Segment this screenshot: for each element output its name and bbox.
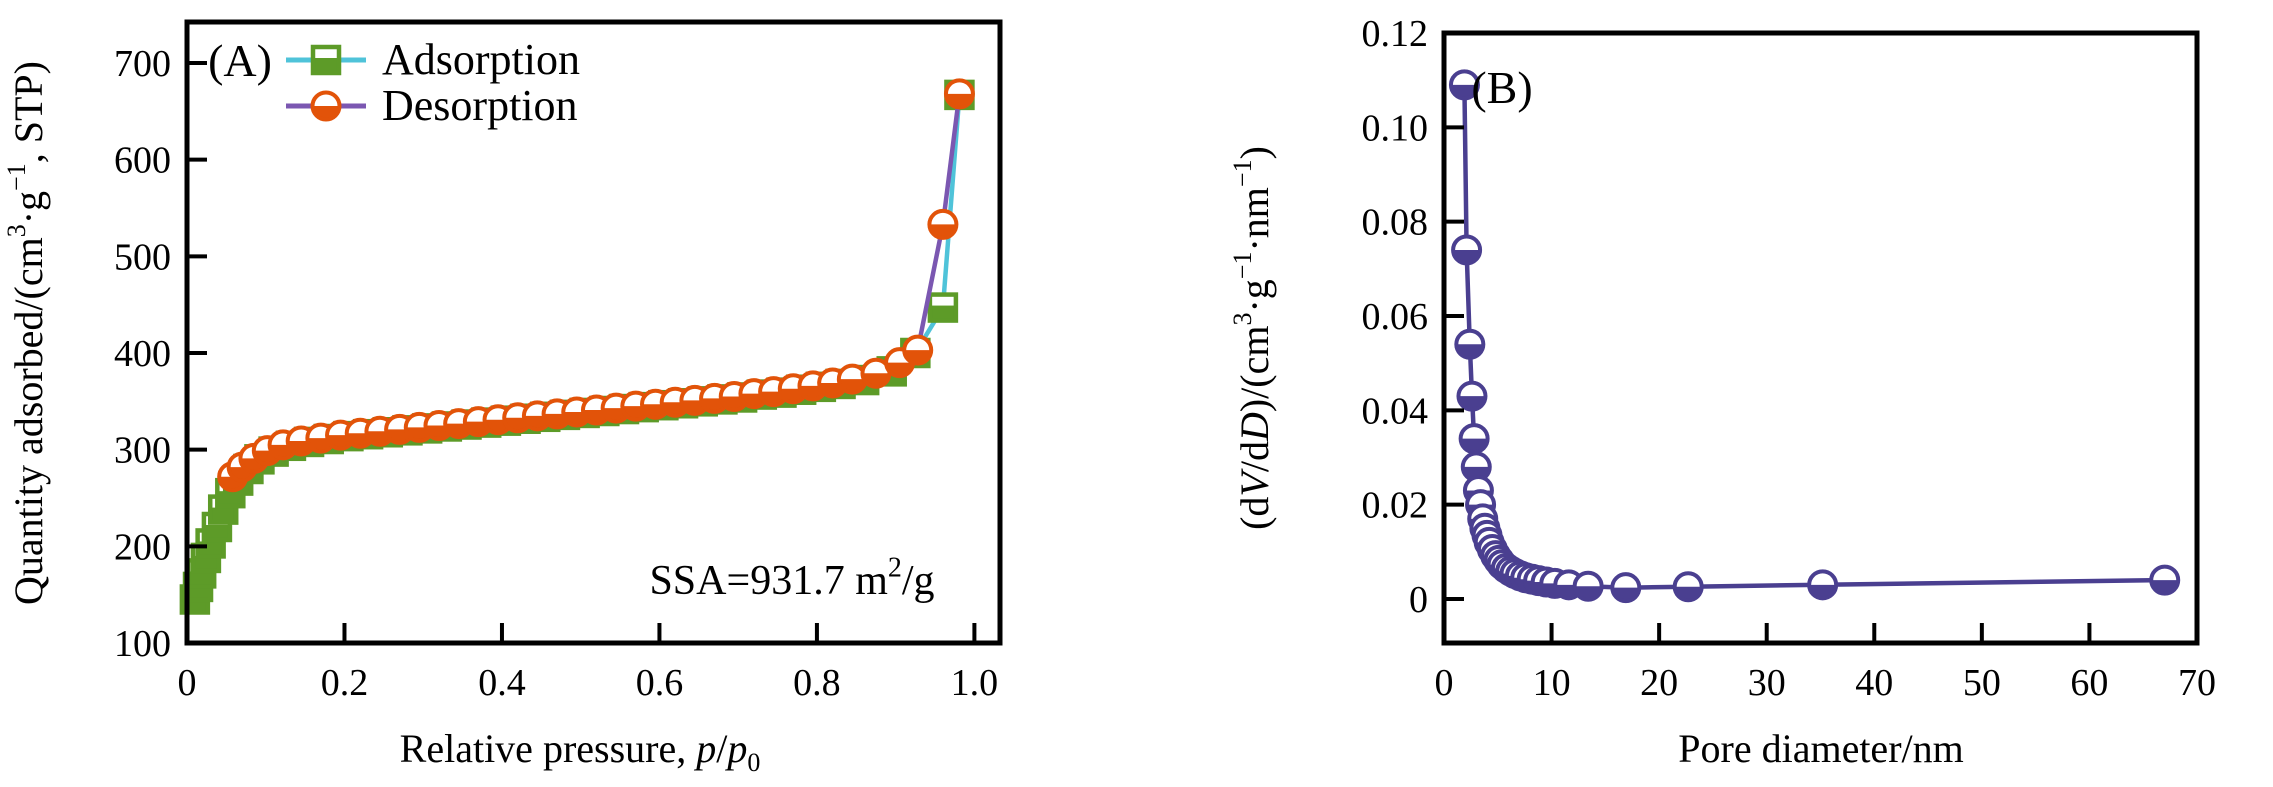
half-filled-circle-marker (1572, 570, 1604, 602)
y-tick-label: 300 (114, 430, 171, 472)
x-axis: 0 10 20 30 40 50 60 70 (1435, 623, 2216, 704)
pore-size-distribution-series-line (1462, 84, 2165, 590)
ssa-annotation: SSA=931.7 m2/g (649, 552, 934, 604)
x-tick-label: 10 (1533, 662, 1571, 704)
half-filled-circle-marker (2149, 564, 2181, 596)
legend-label: Desorption (382, 81, 578, 130)
half-filled-circle-marker (1451, 234, 1483, 266)
panel-label: (A) (208, 35, 272, 86)
half-filled-circle-marker (1456, 380, 1488, 412)
panel-A: 0 0.2 0.4 0.6 0.8 1.0 100 200 300 400 500 600 700 Rel… (2, 19, 1003, 777)
desorption-series (217, 78, 975, 493)
y-axis: 100 200 300 400 500 600 700 (114, 43, 207, 665)
y-tick-label: 0.10 (1362, 107, 1429, 149)
y-tick-label: 500 (114, 236, 171, 278)
half-filled-circle-marker (927, 208, 959, 240)
y-tick-label: 400 (114, 333, 171, 375)
plot-border (184, 19, 1003, 646)
half-filled-circle-marker (1807, 569, 1839, 601)
y-tick-label: 0 (1409, 579, 1428, 621)
half-filled-square-marker (310, 44, 342, 76)
x-tick-label: 0.2 (321, 662, 369, 704)
x-tick-label: 1.0 (951, 662, 999, 704)
x-tick-label: 0 (178, 662, 197, 704)
x-axis-title: Pore diameter/nm (1678, 726, 1963, 771)
panel-label: (B) (1471, 62, 1532, 113)
y-tick-label: 0.06 (1362, 296, 1429, 338)
y-tick-label: 700 (114, 43, 171, 85)
half-filled-circle-marker (1458, 423, 1490, 455)
x-axis: 0 0.2 0.4 0.6 0.8 1.0 (178, 623, 999, 704)
y-tick-label: 0.02 (1362, 485, 1429, 527)
pore-size-distribution-chart: 0 10 20 30 40 50 60 70 0 0.02 0.04 0.06 0.08 0.10 0.12… (1228, 13, 2216, 771)
half-filled-circle-marker (943, 78, 975, 110)
y-axis: 0 0.02 0.04 0.06 0.08 0.10 0.12 (1362, 13, 1464, 621)
x-tick-label: 0.4 (478, 662, 526, 704)
x-tick-label: 50 (1963, 662, 2001, 704)
y-axis-title: Quantity adsorbed/(cm3·g−1, STP) (2, 61, 51, 605)
x-tick-label: 70 (2178, 662, 2216, 704)
adsorption-series (179, 79, 975, 615)
nitrogen-isotherm-chart: 0 0.2 0.4 0.6 0.8 1.0 100 200 300 400 500 600 700 Rel… (2, 19, 1003, 777)
panel-B: 0 10 20 30 40 50 60 70 0 0.02 0.04 0.06 0.08 0.10 0.12… (1228, 13, 2216, 771)
plot-border (1441, 30, 2200, 646)
x-axis-title: Relative pressure, p/p0 (400, 726, 761, 777)
half-filled-circle-marker (1454, 328, 1486, 360)
y-tick-label: 0.08 (1362, 202, 1429, 244)
half-filled-circle-marker (902, 334, 934, 366)
x-tick-label: 0.8 (793, 662, 841, 704)
adsorption-series-line (192, 94, 962, 601)
x-tick-label: 0 (1435, 662, 1454, 704)
y-tick-label: 0.12 (1362, 13, 1429, 55)
y-tick-label: 600 (114, 140, 171, 182)
x-tick-label: 60 (2070, 662, 2108, 704)
pore-size-distribution-series (1448, 69, 2181, 604)
x-tick-label: 30 (1748, 662, 1786, 704)
y-axis-title: (dV/dD)/(cm3·g−1·nm−1) (1228, 146, 1277, 530)
y-tick-label: 200 (114, 526, 171, 568)
x-tick-label: 20 (1640, 662, 1678, 704)
half-filled-circle-marker (1610, 572, 1642, 604)
y-tick-label: 100 (114, 623, 171, 665)
half-filled-square-marker (927, 292, 959, 323)
half-filled-circle-marker (1672, 571, 1704, 603)
half-filled-circle-marker (836, 363, 868, 395)
legend-label: Adsorption (382, 35, 580, 84)
y-tick-label: 0.04 (1362, 390, 1429, 432)
x-tick-label: 0.6 (636, 662, 684, 704)
half-filled-circle-marker (310, 90, 342, 122)
half-filled-circle-marker (1448, 69, 1480, 101)
x-tick-label: 40 (1855, 662, 1893, 704)
